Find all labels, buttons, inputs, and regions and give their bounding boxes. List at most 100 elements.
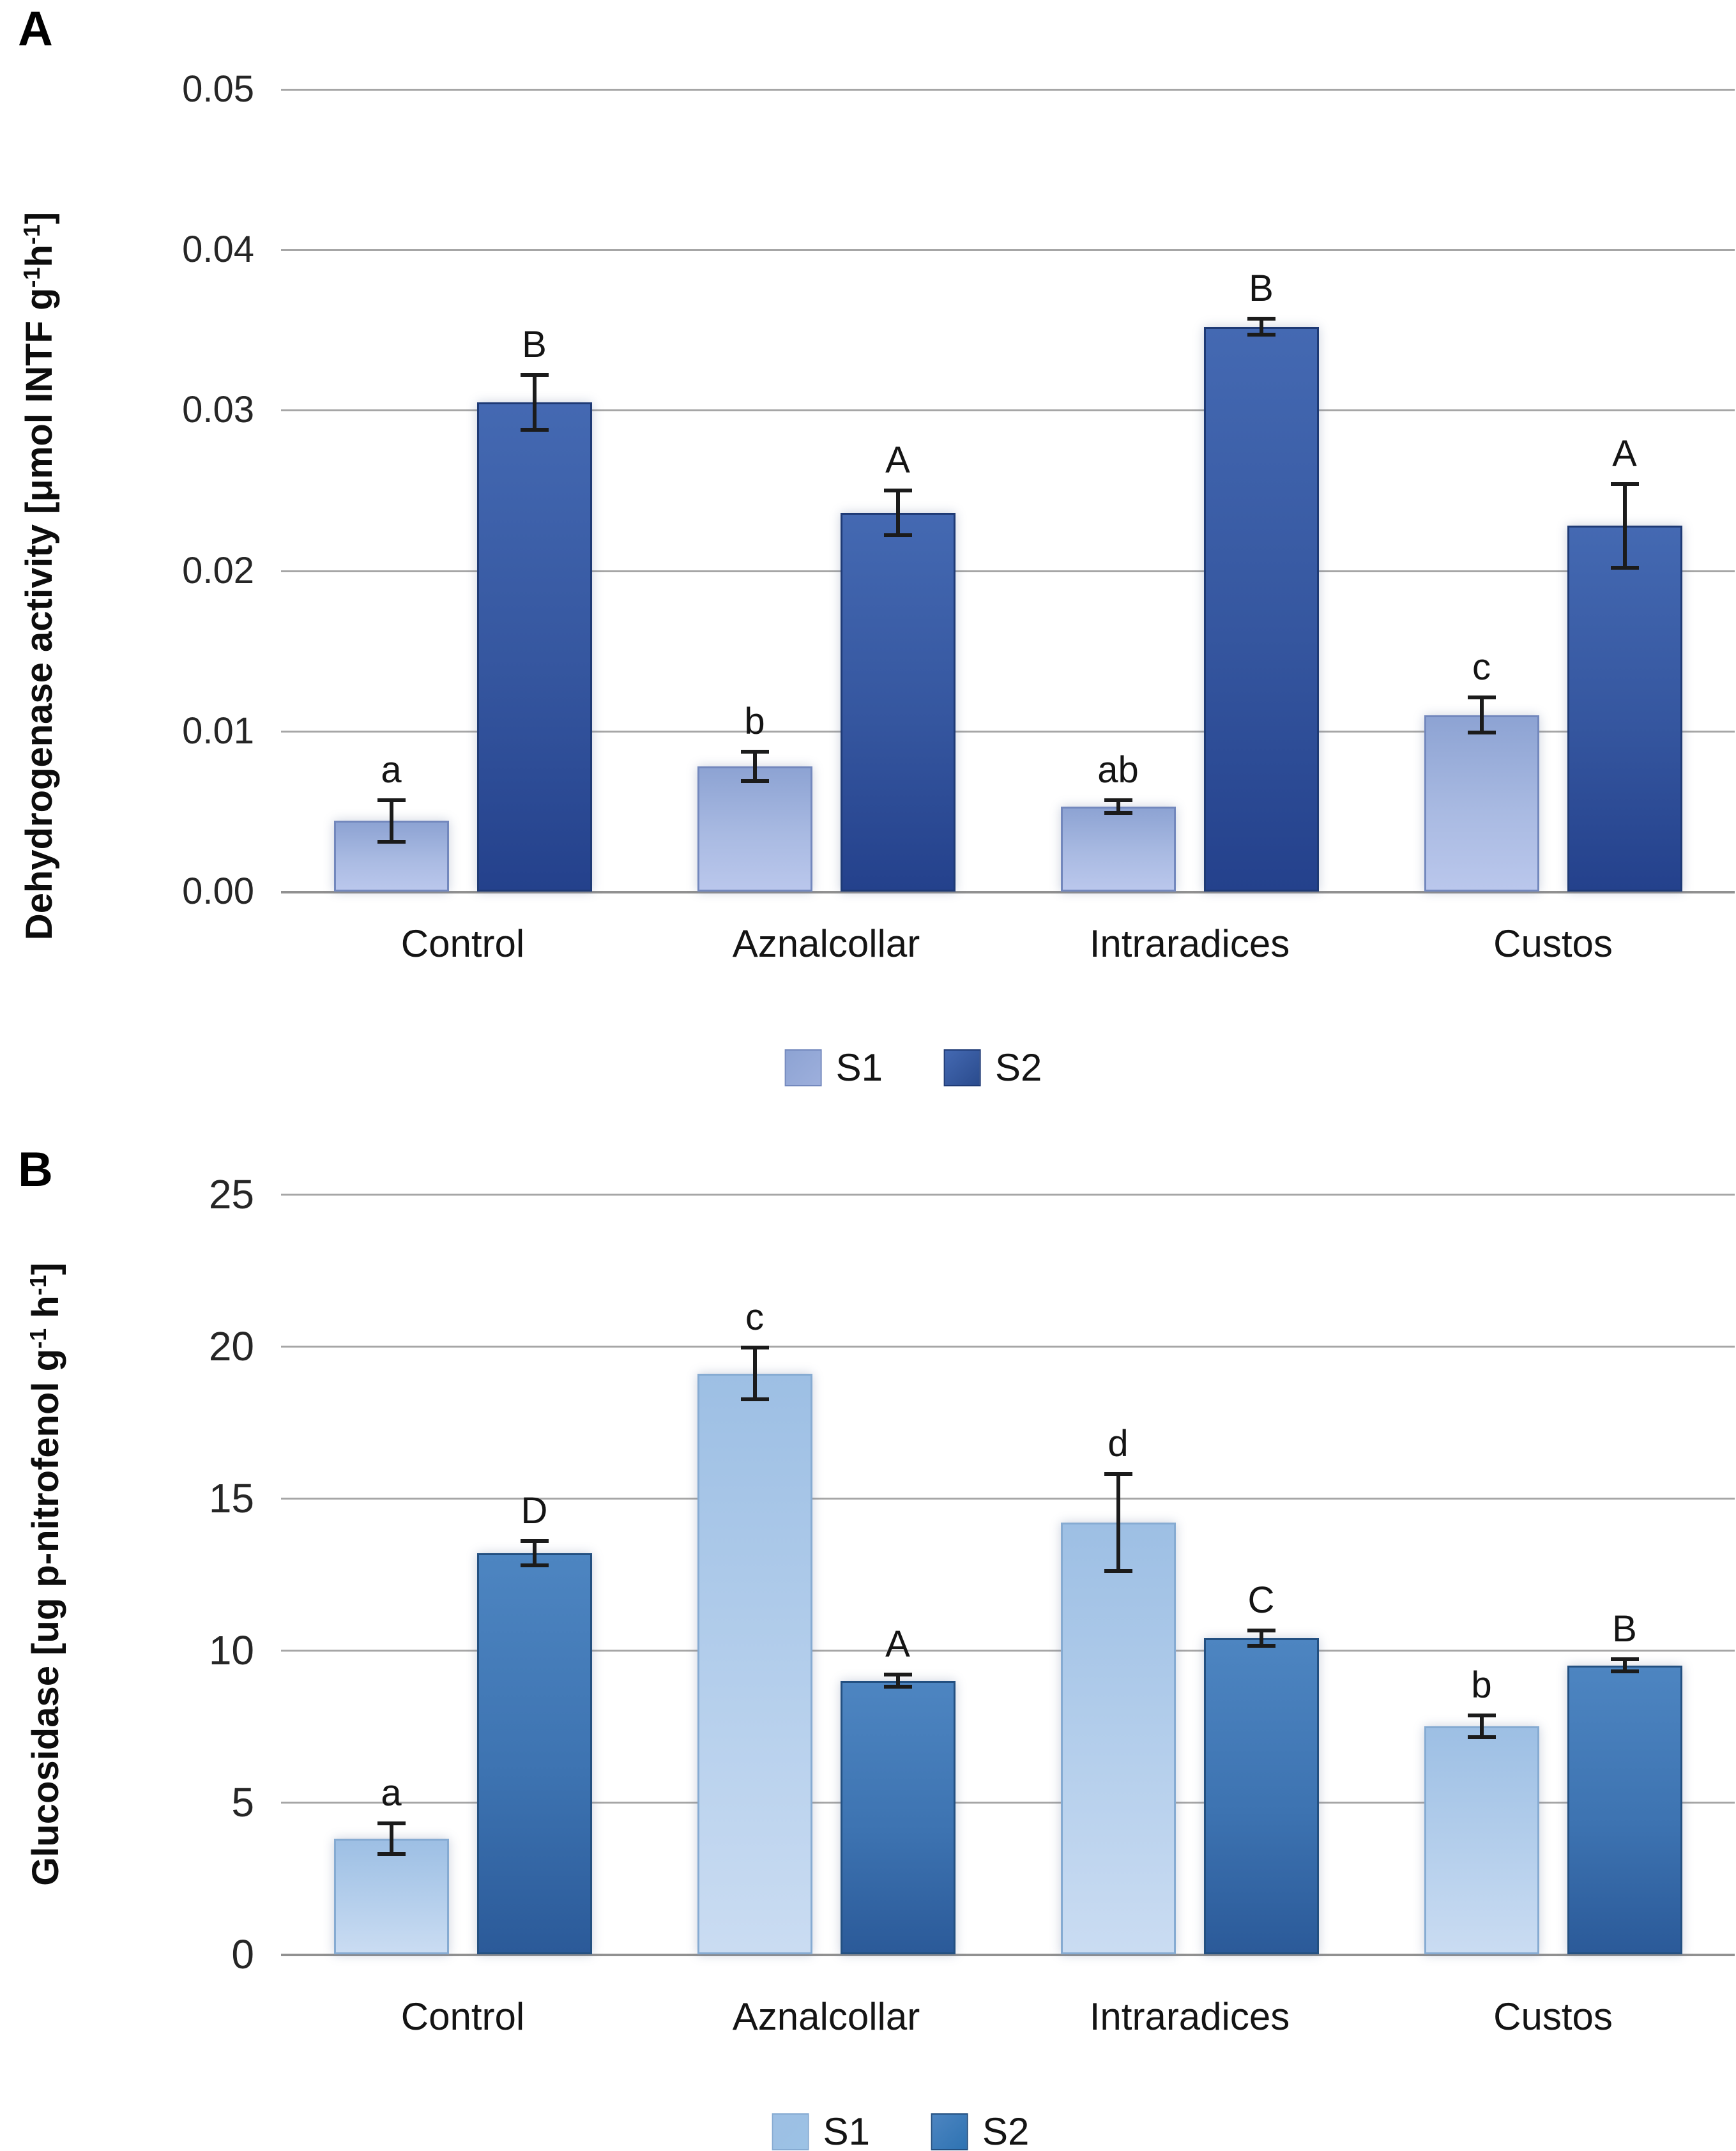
- gridline: [281, 1498, 1735, 1500]
- error-bar-cap-top: [1467, 695, 1496, 700]
- gridline: [281, 1650, 1735, 1652]
- error-bar-cap-bottom: [1104, 1569, 1132, 1574]
- error-bar-cap-top: [1610, 482, 1639, 486]
- error-bar: [1479, 1715, 1484, 1737]
- y-tick-label: 0.03: [182, 389, 254, 431]
- error-bar: [532, 1540, 537, 1565]
- error-bar-cap-bottom: [740, 779, 769, 783]
- error-bar-cap-top: [377, 798, 406, 802]
- legend-item-s2: S2: [931, 2113, 1029, 2151]
- significance-letter: b: [744, 701, 765, 743]
- error-bar: [1479, 697, 1484, 733]
- error-bar-cap-top: [520, 1539, 549, 1543]
- legend-item-s1: S1: [772, 2113, 870, 2151]
- error-bar-cap-bottom: [740, 1397, 769, 1402]
- x-category-label: Custos: [1493, 1995, 1613, 2038]
- bar-s2-aznalcollar: [840, 513, 956, 892]
- error-bar-cap-bottom: [377, 840, 406, 844]
- error-bar: [1622, 483, 1627, 568]
- error-bar-cap-bottom: [1247, 333, 1275, 337]
- y-axis-title-superscript: -1: [25, 1275, 52, 1296]
- significance-letter: b: [1471, 1664, 1492, 1706]
- significance-letter: ab: [1097, 749, 1139, 791]
- error-bar: [895, 1675, 900, 1687]
- x-category-label: Control: [400, 922, 525, 965]
- bar-s1-aznalcollar: [697, 766, 812, 892]
- error-bar-cap-bottom: [1467, 731, 1496, 735]
- error-bar-cap-bottom: [1247, 1643, 1275, 1648]
- error-bar: [1116, 1473, 1120, 1572]
- error-bar-cap-top: [883, 1673, 912, 1677]
- x-axis-line: [281, 891, 1735, 893]
- significance-letter: B: [1249, 268, 1274, 310]
- error-bar: [1259, 1630, 1263, 1646]
- y-tick-label: 0.04: [182, 229, 254, 271]
- error-bar-cap-top: [377, 1821, 406, 1826]
- y-tick-label: 0.02: [182, 549, 254, 591]
- significance-letter: B: [522, 324, 547, 366]
- y-tick-label: 0: [231, 1931, 254, 1977]
- error-bar-cap-bottom: [883, 1685, 912, 1689]
- gridline: [281, 409, 1735, 412]
- bar-s1-intraradices: [1060, 806, 1176, 892]
- bar-s2-control: [476, 402, 592, 892]
- legend-swatch-s2: [944, 1049, 981, 1086]
- bar-s2-custos: [1567, 526, 1682, 892]
- bar-s2-intraradices: [1203, 1638, 1319, 1954]
- legend-swatch-s2: [931, 2113, 968, 2150]
- significance-letter: c: [1472, 646, 1491, 688]
- error-bar-cap-bottom: [520, 427, 549, 432]
- significance-letter: B: [1612, 1608, 1637, 1650]
- error-bar-cap-top: [740, 1346, 769, 1350]
- legend-label-s1: S1: [823, 2110, 870, 2151]
- bar-s2-aznalcollar: [840, 1680, 956, 1954]
- gridline: [281, 89, 1735, 91]
- error-bar-cap-bottom: [1467, 1735, 1496, 1739]
- significance-letter: c: [745, 1296, 764, 1339]
- error-bar-cap-bottom: [1104, 810, 1132, 815]
- x-category-label: Aznalcollar: [732, 1995, 920, 2038]
- significance-letter: D: [521, 1489, 548, 1532]
- significance-letter: A: [1612, 432, 1637, 475]
- error-bar: [752, 752, 757, 781]
- significance-letter: d: [1108, 1422, 1129, 1464]
- y-tick-label: 5: [231, 1779, 254, 1825]
- significance-letter: C: [1247, 1579, 1275, 1622]
- error-bar-cap-bottom: [520, 1563, 549, 1567]
- error-bar: [1259, 319, 1263, 335]
- bar-s2-control: [476, 1553, 592, 1954]
- legend-label-s1: S1: [835, 1046, 883, 1089]
- y-axis-title-text: ]: [19, 211, 60, 225]
- y-tick-label: 0.05: [182, 68, 254, 110]
- bar-s1-aznalcollar: [697, 1373, 812, 1954]
- bar-s1-control: [333, 1839, 449, 1954]
- error-bar-cap-top: [1104, 798, 1132, 802]
- x-category-label: Custos: [1493, 922, 1613, 965]
- error-bar-cap-top: [1247, 1629, 1275, 1633]
- x-axis-line: [281, 1954, 1735, 1956]
- error-bar: [532, 375, 537, 430]
- significance-letter: A: [885, 1623, 910, 1666]
- legend-swatch-s1: [784, 1049, 822, 1086]
- legend: S1 S2: [754, 1049, 1073, 1087]
- y-tick-label: 20: [208, 1323, 254, 1369]
- error-bar-cap-bottom: [883, 533, 912, 538]
- x-category-label: Control: [400, 1995, 525, 2038]
- error-bar: [1116, 800, 1120, 813]
- error-bar-cap-bottom: [377, 1851, 406, 1856]
- error-bar-cap-top: [520, 373, 549, 377]
- y-axis-title-text: ]: [25, 1263, 66, 1275]
- legend-item-s1: S1: [784, 1046, 883, 1089]
- error-bar-cap-top: [740, 750, 769, 754]
- gridline: [281, 730, 1735, 733]
- y-tick-label: 0.00: [182, 870, 254, 912]
- legend-swatch-s1: [772, 2113, 809, 2150]
- y-axis-title-superscript: -1: [19, 224, 45, 245]
- y-axis-title-superscript: -1: [25, 1328, 52, 1349]
- y-axis-title-superscript: -1: [19, 267, 45, 288]
- significance-letter: a: [381, 1772, 402, 1814]
- gridline: [281, 570, 1735, 572]
- bar-s1-custos: [1424, 1726, 1539, 1954]
- bar-s1-intraradices: [1060, 1523, 1176, 1954]
